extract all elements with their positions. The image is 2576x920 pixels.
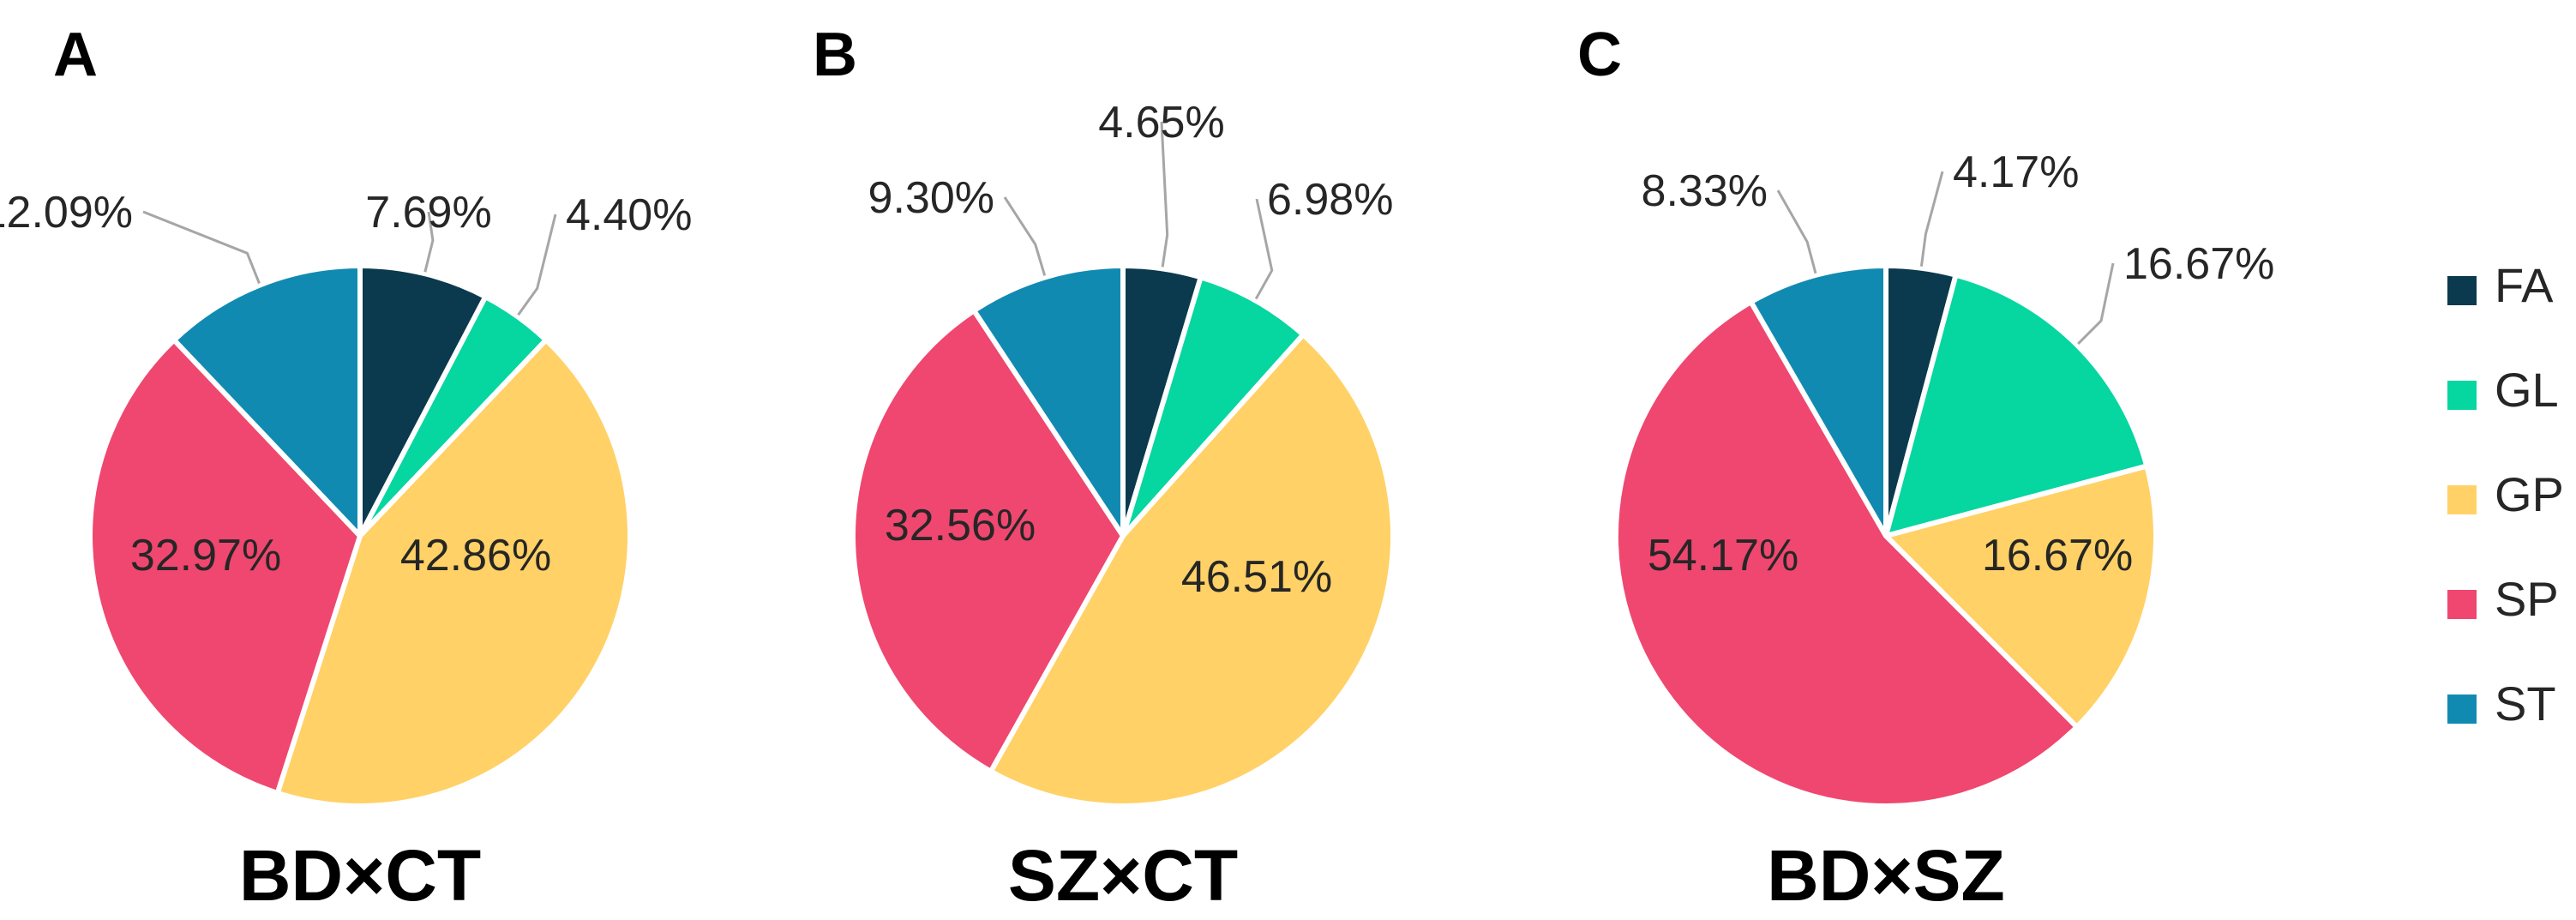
pie-slice-fa [357, 263, 489, 538]
legend-item-fa: FA [2447, 258, 2554, 312]
data-label-st: 9.30% [868, 173, 994, 223]
chart-panels: A 7.69% 4.40% 42.86% 32.97% 12.09% BD×CT B 4.65%… [0, 21, 2274, 916]
legend-item-gp: GP [2447, 467, 2564, 521]
legend-label: FA [2495, 258, 2554, 312]
pie-slice-sp [850, 308, 1126, 774]
pie-slice-gl [1120, 274, 1306, 538]
legend: FA GL GP SP ST [2447, 258, 2564, 731]
legend-label: GL [2495, 363, 2559, 417]
leader-line [2077, 262, 2115, 345]
data-label-st: 12.09% [0, 188, 133, 238]
legend-label: ST [2495, 676, 2556, 731]
legend-swatch [2447, 485, 2477, 514]
leader-line [1003, 196, 1047, 276]
chart-title: BD×SZ [1767, 835, 2005, 916]
data-label-gp: 46.51% [1181, 552, 1332, 602]
chart-title: SZ×CT [1008, 835, 1238, 916]
data-label-sp: 54.17% [1648, 531, 1798, 580]
pie-slice-sp [87, 337, 363, 796]
leader-line [423, 211, 435, 273]
pie-chart-a: A 7.69% 4.40% 42.86% 32.97% 12.09% BD×CT [0, 21, 692, 916]
pie-slice-gl [1883, 272, 2150, 538]
legend-item-gl: GL [2447, 363, 2559, 417]
data-label-sp: 32.56% [885, 501, 1036, 550]
leader-line [1254, 198, 1274, 300]
data-label-gp: 16.67% [1982, 531, 2133, 580]
panel-letter: B [813, 21, 857, 89]
legend-label: SP [2495, 572, 2559, 626]
data-label-gl: 16.67% [2123, 239, 2274, 289]
data-label-gl: 4.40% [566, 190, 692, 240]
legend-item-st: ST [2447, 676, 2556, 731]
data-label-gp: 42.86% [400, 531, 551, 580]
pie-slice-st [971, 263, 1126, 538]
legend-swatch [2447, 695, 2477, 724]
data-label-fa: 4.65% [1098, 98, 1224, 147]
legend-item-sp: SP [2447, 572, 2559, 626]
pie-slice-st [171, 263, 363, 538]
legend-label: GP [2495, 467, 2564, 521]
data-label-gl: 6.98% [1267, 175, 1393, 225]
data-label-fa: 7.69% [365, 188, 491, 238]
pie-slice-gp [274, 337, 633, 809]
data-label-fa: 4.17% [1953, 147, 2079, 197]
pie-chart-b: B 4.65% 6.98% 46.51% 32.56% 9.30% SZ×CT [813, 21, 1396, 916]
legend-swatch [2447, 276, 2477, 305]
leader-line [517, 213, 557, 316]
leader-line [1160, 121, 1169, 268]
pie-slice-gp [1883, 463, 2159, 730]
panel-letter: A [53, 21, 98, 89]
leader-line [1919, 171, 1944, 267]
pie-slice-gp [988, 332, 1396, 809]
data-label-st: 8.33% [1642, 166, 1768, 216]
leader-line [142, 210, 261, 285]
panel-letter: C [1577, 21, 1622, 89]
data-label-sp: 32.97% [130, 531, 281, 580]
pie-slice-st [1748, 263, 1888, 538]
legend-swatch [2447, 381, 2477, 410]
leader-line [1776, 189, 1817, 274]
pie-chart-c: C 4.17% 16.67% 16.67% 54.17% 8.33% BD×SZ [1577, 21, 2274, 916]
legend-swatch [2447, 590, 2477, 619]
chart-title: BD×CT [239, 835, 481, 916]
pie-slice-sp [1613, 299, 2080, 809]
